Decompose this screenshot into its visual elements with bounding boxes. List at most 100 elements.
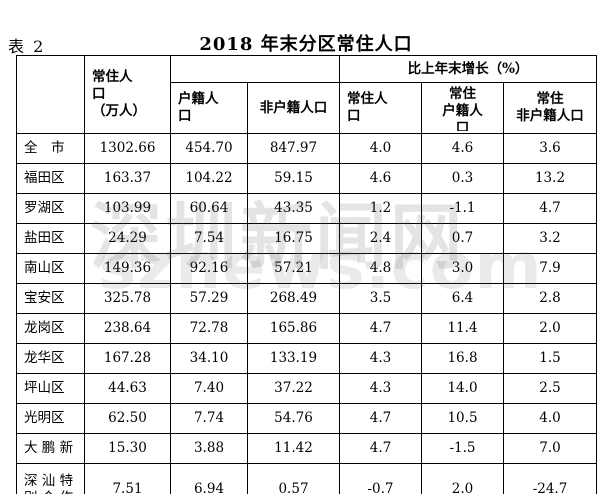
- cell-non-hukou-pop: 165.86: [247, 313, 340, 344]
- cell-growth-resident: 4.0: [339, 133, 422, 164]
- cell-growth-resident: 4.7: [339, 313, 422, 344]
- header-non-hukou-pop: 非户籍人口: [247, 82, 340, 134]
- cell-hukou-pop: 6.94: [170, 463, 248, 494]
- table-row-longhua: 龙华区 167.28 34.10 133.19 4.3 16.8 1.5: [16, 343, 598, 374]
- cell-non-hukou-pop: 37.22: [247, 373, 340, 404]
- cell-non-hukou-pop: 57.21: [247, 253, 340, 284]
- table-row-guangming: 光明区 62.50 7.74 54.76 4.7 10.5 4.0: [16, 403, 598, 434]
- cell-resident-pop: 167.28: [84, 343, 171, 374]
- cell-growth-resident: 2.4: [339, 223, 422, 254]
- table-row-nanshan: 南山区 149.36 92.16 57.21 4.8 3.0 7.9: [16, 253, 598, 284]
- cell-growth-hukou: -1.1: [421, 193, 504, 224]
- cell-district-name: 光明区: [16, 403, 85, 434]
- header-growth-resident: 常住人 口: [339, 82, 422, 134]
- header-district-spacer: [16, 55, 85, 134]
- cell-growth-resident: 3.5: [339, 283, 422, 314]
- cell-hukou-pop: 454.70: [170, 133, 248, 164]
- cell-non-hukou-pop: 11.42: [247, 433, 340, 464]
- cell-hukou-pop: 3.88: [170, 433, 248, 464]
- cell-growth-resident: 1.2: [339, 193, 422, 224]
- table-row-futian: 福田区 163.37 104.22 59.15 4.6 0.3 13.2: [16, 163, 598, 194]
- cell-district-name: 龙华区: [16, 343, 85, 374]
- cell-non-hukou-pop: 133.19: [247, 343, 340, 374]
- cell-non-hukou-pop: 54.76: [247, 403, 340, 434]
- cell-growth-non-hukou: 4.7: [502, 193, 598, 224]
- cell-growth-hukou: 11.4: [421, 313, 504, 344]
- table-row-baoan: 宝安区 325.78 57.29 268.49 3.5 6.4 2.8: [16, 283, 598, 314]
- cell-district-name: 福田区: [16, 163, 85, 194]
- cell-growth-non-hukou: 3.2: [502, 223, 598, 254]
- table-label: 表 2: [8, 37, 46, 56]
- header-row-2: 户籍人 口 非户籍人口 常住人 口 常住 户籍人 口 常住 非户籍人口: [17, 82, 598, 134]
- cell-growth-hukou: 4.6: [421, 133, 504, 164]
- cell-hukou-pop: 34.10: [170, 343, 248, 374]
- header-growth-title: 比上年末增长（%）: [338, 55, 598, 83]
- cell-growth-hukou: 2.0: [421, 463, 504, 494]
- cell-growth-non-hukou: 2.5: [502, 373, 598, 404]
- cell-resident-pop: 1302.66: [84, 133, 171, 164]
- cell-resident-pop: 325.78: [84, 283, 171, 314]
- cell-growth-hukou: -1.5: [421, 433, 504, 464]
- cell-hukou-pop: 7.40: [170, 373, 248, 404]
- cell-non-hukou-pop: 16.75: [247, 223, 340, 254]
- cell-growth-hukou: 6.4: [421, 283, 504, 314]
- cell-district-name: 坪山区: [16, 373, 85, 404]
- cell-district-name: 深 汕 特 别 合 作: [16, 463, 85, 494]
- table-row-citywide: 全 市 1302.66 454.70 847.97 4.0 4.6 3.6: [16, 133, 598, 164]
- cell-non-hukou-pop: 268.49: [247, 283, 340, 314]
- cell-non-hukou-pop: 43.35: [247, 193, 340, 224]
- header-pop-split-spacer: [170, 55, 340, 83]
- cell-growth-hukou: 16.8: [421, 343, 504, 374]
- table-row-longgang: 龙岗区 238.64 72.78 165.86 4.7 11.4 2.0: [16, 313, 598, 344]
- cell-district-name: 盐田区: [16, 223, 85, 254]
- page-title: 2018 年末分区常住人口: [199, 34, 413, 55]
- cell-growth-resident: 4.3: [339, 373, 422, 404]
- cell-growth-resident: 4.7: [339, 403, 422, 434]
- table-row-yantian: 盐田区 24.29 7.54 16.75 2.4 0.7 3.2: [16, 223, 598, 254]
- cell-hukou-pop: 7.74: [170, 403, 248, 434]
- cell-growth-non-hukou: 3.6: [502, 133, 598, 164]
- cell-growth-non-hukou: 2.0: [502, 313, 598, 344]
- cell-hukou-pop: 104.22: [170, 163, 248, 194]
- header-growth-hukou-text: 常住 户籍人 口: [442, 85, 483, 131]
- cell-growth-non-hukou: 1.5: [502, 343, 598, 374]
- header-growth-non-hukou: 常住 非户籍人口: [502, 82, 598, 134]
- cell-growth-non-hukou: 4.0: [502, 403, 598, 434]
- cell-growth-hukou: 0.7: [421, 223, 504, 254]
- cell-resident-pop: 103.99: [84, 193, 171, 224]
- cell-district-name: 全 市: [16, 133, 85, 164]
- cell-growth-resident: 4.8: [339, 253, 422, 284]
- cell-resident-pop: 7.51: [84, 463, 171, 494]
- cell-district-name: 罗湖区: [16, 193, 85, 224]
- table-row-dapeng: 大 鹏 新 15.30 3.88 11.42 4.7 -1.5 7.0: [16, 433, 598, 464]
- cell-resident-pop: 44.63: [84, 373, 171, 404]
- table-row-luohu: 罗湖区 103.99 60.64 43.35 1.2 -1.1 4.7: [16, 193, 598, 224]
- cell-growth-non-hukou: 2.8: [502, 283, 598, 314]
- cell-growth-non-hukou: -24.7: [502, 463, 598, 494]
- cell-district-name: 大 鹏 新: [16, 433, 85, 464]
- cell-growth-resident: 4.6: [339, 163, 422, 194]
- cell-resident-pop: 149.36: [84, 253, 171, 284]
- cell-resident-pop: 24.29: [84, 223, 171, 254]
- table-row-pingshan: 坪山区 44.63 7.40 37.22 4.3 14.0 2.5: [16, 373, 598, 404]
- cell-growth-non-hukou: 7.9: [502, 253, 598, 284]
- header-resident-pop: 常住人 口 （万人）: [84, 55, 171, 134]
- cell-resident-pop: 238.64: [84, 313, 171, 344]
- cell-growth-hukou: 3.0: [421, 253, 504, 284]
- cell-hukou-pop: 57.29: [170, 283, 248, 314]
- cell-non-hukou-pop: 59.15: [247, 163, 340, 194]
- table-row-shenshan: 深 汕 特 别 合 作 7.51 6.94 0.57 -0.7 2.0 -24.…: [16, 463, 598, 494]
- cell-resident-pop: 15.30: [84, 433, 171, 464]
- cell-non-hukou-pop: 0.57: [247, 463, 340, 494]
- population-table: 常住人 口 （万人） 比上年末增长（%） 户籍人 口 非户籍人口 常住人 口 常…: [16, 55, 598, 494]
- header-hukou-pop: 户籍人 口: [170, 82, 248, 134]
- cell-district-name: 龙岗区: [16, 313, 85, 344]
- cell-growth-non-hukou: 7.0: [502, 433, 598, 464]
- cell-hukou-pop: 60.64: [170, 193, 248, 224]
- cell-growth-hukou: 0.3: [421, 163, 504, 194]
- cell-growth-non-hukou: 13.2: [502, 163, 598, 194]
- header-row-1: 常住人 口 （万人） 比上年末增长（%）: [16, 55, 598, 134]
- cell-non-hukou-pop: 847.97: [247, 133, 340, 164]
- cell-resident-pop: 62.50: [84, 403, 171, 434]
- cell-hukou-pop: 7.54: [170, 223, 248, 254]
